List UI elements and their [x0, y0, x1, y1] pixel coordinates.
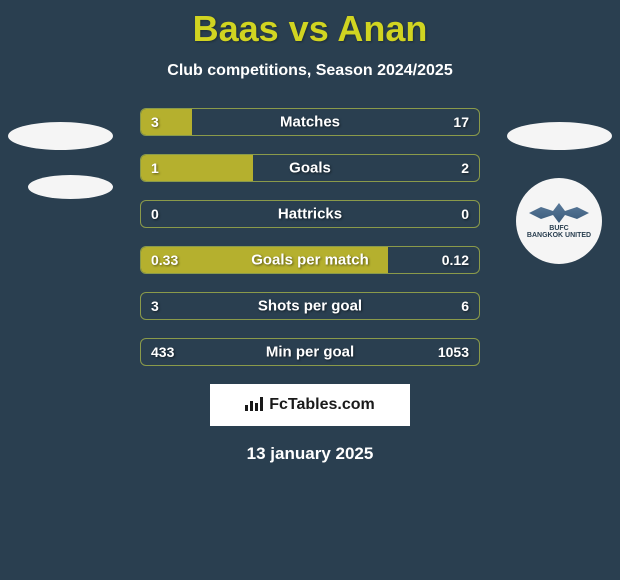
stat-bar: Goals per match 0.33 0.12 [140, 246, 480, 274]
right-team-badge-top [507, 122, 612, 150]
stat-bar: Min per goal 433 1053 [140, 338, 480, 366]
stat-value-right: 0 [461, 206, 469, 222]
stat-row: Matches 3 17 [140, 108, 480, 136]
stat-label: Min per goal [266, 344, 354, 361]
stat-value-right: 17 [453, 114, 469, 130]
stat-value-right: 0.12 [442, 252, 469, 268]
stat-value-right: 6 [461, 298, 469, 314]
stat-label: Goals per match [251, 252, 369, 269]
team-name: BANGKOK UNITED [527, 232, 591, 239]
stat-fill-left [141, 109, 192, 135]
stat-value-left: 0 [151, 206, 159, 222]
stat-value-right: 2 [461, 160, 469, 176]
watermark-text: FcTables.com [269, 396, 375, 414]
date: 13 january 2025 [0, 444, 620, 464]
stat-value-left: 3 [151, 114, 159, 130]
stat-label: Shots per goal [258, 298, 362, 315]
stat-value-left: 433 [151, 344, 174, 360]
stat-row: Shots per goal 3 6 [140, 292, 480, 320]
stat-bar: Shots per goal 3 6 [140, 292, 480, 320]
stat-value-right: 1053 [438, 344, 469, 360]
stat-label: Matches [280, 114, 340, 131]
right-team-badge-circle: BUFC BANGKOK UNITED [516, 178, 602, 264]
subtitle: Club competitions, Season 2024/2025 [0, 62, 620, 80]
stat-row: Goals per match 0.33 0.12 [140, 246, 480, 274]
stat-row: Hattricks 0 0 [140, 200, 480, 228]
stat-bar: Matches 3 17 [140, 108, 480, 136]
team-wings-icon [529, 203, 589, 223]
stat-bar: Hattricks 0 0 [140, 200, 480, 228]
stat-label: Hattricks [278, 206, 342, 223]
stat-row: Goals 1 2 [140, 154, 480, 182]
left-team-badge-bottom [28, 175, 113, 199]
watermark: FcTables.com [210, 384, 410, 426]
stat-label: Goals [289, 160, 331, 177]
chart-icon [245, 395, 263, 416]
stat-bar: Goals 1 2 [140, 154, 480, 182]
stat-value-left: 1 [151, 160, 159, 176]
team-code: BUFC [549, 225, 568, 232]
page-title: Baas vs Anan [0, 0, 620, 50]
left-team-badge-top [8, 122, 113, 150]
stat-value-left: 0.33 [151, 252, 178, 268]
stat-value-left: 3 [151, 298, 159, 314]
stat-row: Min per goal 433 1053 [140, 338, 480, 366]
